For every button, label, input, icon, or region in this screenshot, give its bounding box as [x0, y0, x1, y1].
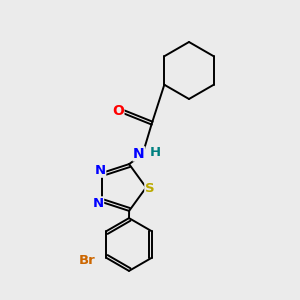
Text: N: N [94, 164, 106, 177]
Text: O: O [112, 104, 124, 118]
Text: Br: Br [79, 254, 96, 267]
Text: N: N [92, 197, 104, 210]
Text: H: H [149, 146, 161, 159]
Text: N: N [133, 147, 145, 161]
Text: S: S [145, 182, 154, 195]
